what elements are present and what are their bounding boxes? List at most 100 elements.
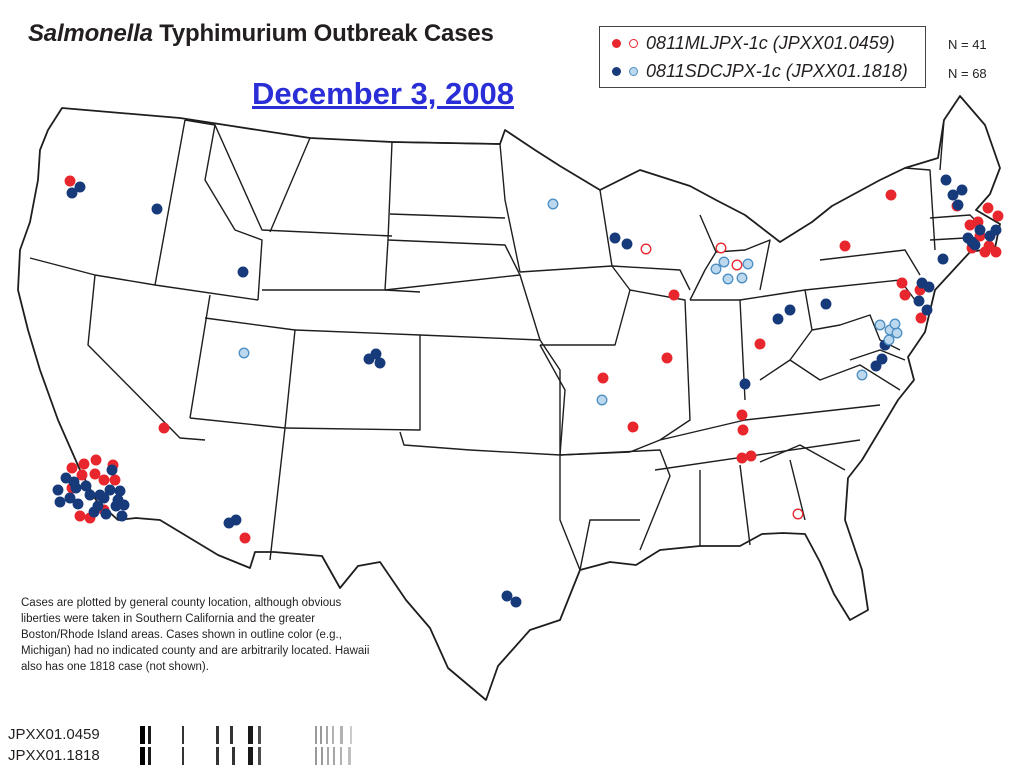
gel-band (350, 726, 352, 744)
case-0459-dot (979, 246, 991, 258)
gel-band (232, 747, 235, 765)
case-0459-outline-dot (715, 242, 727, 254)
case-0459-dot (64, 175, 76, 187)
case-1818-dot (370, 348, 382, 360)
case-1818-outline-dot (874, 319, 886, 331)
gel-band (332, 726, 334, 744)
title-rest: Typhimurium Outbreak Cases (159, 20, 494, 47)
case-1818-dot (116, 510, 128, 522)
case-1818-outline-dot (889, 318, 901, 330)
case-0459-dot (597, 372, 609, 384)
gel-band (326, 726, 328, 744)
gel-band (148, 726, 151, 744)
gel-band (140, 726, 145, 744)
legend-label-0459: 0811MLJPX-1c (JPXX01.0459) (646, 32, 895, 53)
legend-red-dot-icon (612, 38, 621, 48)
gel-band (258, 747, 261, 765)
case-0459-dot (990, 246, 1002, 258)
pfge-gel-lane-0459 (140, 726, 390, 744)
case-1818-dot (151, 203, 163, 215)
case-1818-outline-dot (710, 263, 722, 275)
case-1818-dot (374, 357, 386, 369)
case-1818-dot (952, 199, 964, 211)
case-1818-dot (820, 298, 832, 310)
case-1818-dot (118, 499, 130, 511)
case-1818-outline-dot (891, 327, 903, 339)
case-1818-dot (501, 590, 513, 602)
case-0459-outline-dot (640, 243, 652, 255)
case-0459-dot (745, 450, 757, 462)
case-0459-outline-dot (731, 259, 743, 271)
pfge-label-0459: JPXX01.0459 (8, 726, 100, 743)
case-1818-dot (876, 353, 888, 365)
pfge-gel-lane-1818 (140, 747, 390, 765)
gel-band (182, 747, 184, 765)
case-0459-dot (899, 289, 911, 301)
pfge-label-1818: JPXX01.1818 (8, 747, 100, 764)
case-1818-dot (510, 596, 522, 608)
case-0459-dot (661, 352, 673, 364)
legend-item-0459: 0811MLJPX-1c (JPXX01.0459) (612, 31, 895, 55)
case-markers (52, 174, 1004, 608)
gel-band (340, 747, 342, 765)
case-1818-dot (772, 313, 784, 325)
case-1818-dot (98, 492, 110, 504)
case-1818-dot (956, 184, 968, 196)
case-1818-outline-dot (238, 347, 250, 359)
case-1818-dot (937, 253, 949, 265)
case-1818-outline-dot (722, 273, 734, 285)
case-0459-dot (668, 289, 680, 301)
case-0459-dot (737, 424, 749, 436)
case-0459-dot (239, 532, 251, 544)
legend-item-1818: 0811SDCJPX-1c (JPXX01.1818) (612, 59, 908, 83)
gel-band (348, 747, 351, 765)
case-1818-dot (913, 295, 925, 307)
case-1818-dot (88, 506, 100, 518)
case-0459-dot (896, 277, 908, 289)
gel-band (258, 726, 261, 744)
gel-band (230, 726, 233, 744)
case-0459-dot (992, 210, 1004, 222)
case-0459-dot (885, 189, 897, 201)
gel-band (340, 726, 343, 744)
case-0459-dot (89, 468, 101, 480)
map-title: Salmonella Typhimurium Outbreak Cases (28, 20, 494, 48)
legend-navy-dot-icon (612, 66, 621, 76)
case-1818-dot (739, 378, 751, 390)
gel-band (327, 747, 329, 765)
case-1818-dot (621, 238, 633, 250)
case-1818-dot (230, 514, 242, 526)
case-1818-dot (84, 489, 96, 501)
gel-band (140, 747, 145, 765)
case-0459-dot (915, 312, 927, 324)
case-1818-dot (74, 181, 86, 193)
case-0459-dot (76, 469, 88, 481)
case-1818-dot (68, 476, 80, 488)
gel-band (333, 747, 335, 765)
count-1818: N = 68 (948, 66, 987, 81)
case-0459-dot (90, 454, 102, 466)
us-map-outline (17, 95, 1001, 701)
case-1818-dot (947, 189, 959, 201)
gel-band (216, 726, 219, 744)
case-0459-dot (754, 338, 766, 350)
case-1818-dot (114, 485, 126, 497)
case-1818-outline-dot (883, 334, 895, 346)
date-link[interactable]: December 3, 2008 (252, 76, 514, 111)
case-1818-outline-dot (856, 369, 868, 381)
legend-label-1818: 0811SDCJPX-1c (JPXX01.1818) (646, 60, 908, 81)
case-0459-dot (736, 452, 748, 464)
case-1818-dot (54, 496, 66, 508)
case-1818-dot (100, 508, 112, 520)
case-1818-dot (237, 266, 249, 278)
case-0459-dot (74, 510, 86, 522)
title-italic: Salmonella (28, 20, 153, 47)
case-1818-dot (870, 360, 882, 372)
case-1818-dot (974, 224, 986, 236)
gel-band (216, 747, 219, 765)
case-1818-dot (784, 304, 796, 316)
case-1818-dot (66, 187, 78, 199)
legend: 0811MLJPX-1c (JPXX01.0459) 0811SDCJPX-1c… (599, 26, 926, 88)
count-0459: N = 41 (948, 37, 987, 52)
